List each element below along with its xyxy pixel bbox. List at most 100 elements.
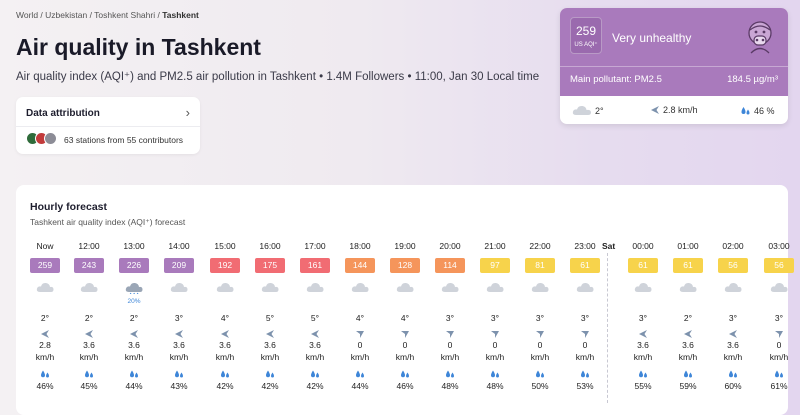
hour-humidity: 45% bbox=[80, 381, 98, 391]
hour-humidity: 42% bbox=[216, 381, 234, 391]
hour-aqi-badge: 209 bbox=[164, 258, 194, 273]
wind-arrow-icon bbox=[651, 106, 659, 114]
hour-aqi-badge: 61 bbox=[570, 258, 600, 273]
humidity-drops-icon bbox=[764, 366, 794, 378]
cloud-icon bbox=[300, 281, 330, 293]
forecast-hour-1: 12:00 243 2° 3.6 km/h 45% bbox=[74, 185, 104, 415]
hour-time: 00:00 bbox=[632, 241, 654, 251]
hour-wind-unit: km/h bbox=[633, 352, 653, 362]
cloud-icon bbox=[628, 281, 658, 293]
wind-arrow-icon bbox=[30, 326, 60, 338]
hour-time: 13:00 bbox=[123, 241, 145, 251]
hour-aqi-badge: 128 bbox=[390, 258, 420, 273]
wind-arrow-icon bbox=[210, 326, 240, 338]
wind-arrow-icon bbox=[345, 326, 375, 338]
hour-wind-speed: 0 bbox=[357, 340, 363, 350]
hour-humidity: 42% bbox=[306, 381, 324, 391]
wind-arrow-icon bbox=[764, 326, 794, 338]
cloud-icon bbox=[525, 281, 555, 293]
hour-time: 21:00 bbox=[484, 241, 506, 251]
hour-temperature: 3° bbox=[638, 313, 648, 323]
hour-wind-speed: 3.6 bbox=[83, 340, 95, 350]
hour-time: Now bbox=[36, 241, 54, 251]
hour-wind-speed: 2.8 bbox=[39, 340, 51, 350]
hour-wind-unit: km/h bbox=[124, 352, 144, 362]
chevron-right-icon[interactable]: › bbox=[185, 105, 190, 120]
aqi-unit: US AQI⁺ bbox=[574, 42, 598, 48]
cloud-icon bbox=[345, 281, 375, 293]
hour-time: 01:00 bbox=[677, 241, 699, 251]
hour-wind-unit: km/h bbox=[530, 352, 550, 362]
hour-humidity: 46% bbox=[396, 381, 414, 391]
hour-temperature: 5° bbox=[310, 313, 320, 323]
hour-humidity: 50% bbox=[531, 381, 549, 391]
humidity-drops-icon bbox=[119, 366, 149, 378]
cloud-icon bbox=[164, 281, 194, 293]
hour-humidity: 44% bbox=[125, 381, 143, 391]
hour-wind-speed: 0 bbox=[492, 340, 498, 350]
humidity-drops-icon bbox=[480, 366, 510, 378]
rain-cloud-icon bbox=[119, 281, 149, 295]
divider bbox=[560, 66, 788, 67]
humidity-drops-icon bbox=[741, 107, 750, 115]
humidity-drops-icon bbox=[570, 366, 600, 378]
breadcrumb-current: Tashkent bbox=[162, 10, 199, 20]
hour-humidity: 44% bbox=[351, 381, 369, 391]
hour-wind-unit: km/h bbox=[723, 352, 743, 362]
cloud-icon bbox=[572, 105, 591, 115]
hour-wind-unit: km/h bbox=[169, 352, 189, 362]
breadcrumb-region[interactable]: Toshkent Shahri bbox=[94, 10, 156, 20]
hour-aqi-badge: 175 bbox=[255, 258, 285, 273]
hour-temperature: 4° bbox=[355, 313, 365, 323]
current-aqi-card: 259 US AQI⁺ Very unhealthy Main pollutan… bbox=[560, 8, 788, 124]
hour-time: 03:00 bbox=[768, 241, 790, 251]
hour-time: 22:00 bbox=[529, 241, 551, 251]
hour-aqi-badge: 161 bbox=[300, 258, 330, 273]
breadcrumb-country[interactable]: Uzbekistan bbox=[45, 10, 88, 20]
forecast-hour-16: 03:00 56 3° 0 km/h 61% bbox=[764, 185, 794, 415]
day-separator bbox=[607, 253, 608, 403]
humidity-drops-icon bbox=[525, 366, 555, 378]
hour-temperature: 2° bbox=[84, 313, 94, 323]
hour-aqi-badge: 243 bbox=[74, 258, 104, 273]
hour-wind-speed: 0 bbox=[582, 340, 588, 350]
wind-arrow-icon bbox=[673, 326, 703, 338]
humidity-drops-icon bbox=[390, 366, 420, 378]
hour-wind-unit: km/h bbox=[575, 352, 595, 362]
hour-humidity: 48% bbox=[441, 381, 459, 391]
data-attribution-card[interactable]: Data attribution › 63 stations from 55 c… bbox=[16, 97, 200, 154]
hour-wind-speed: 0 bbox=[537, 340, 543, 350]
hour-humidity: 60% bbox=[724, 381, 742, 391]
cloud-icon bbox=[435, 281, 465, 293]
hour-time: 02:00 bbox=[722, 241, 744, 251]
hour-wind-speed: 0 bbox=[447, 340, 453, 350]
aqi-value: 259 bbox=[575, 24, 597, 38]
humidity-drops-icon bbox=[210, 366, 240, 378]
weather-temp: 2° bbox=[572, 105, 604, 116]
aqi-header: 259 US AQI⁺ Very unhealthy Main pollutan… bbox=[560, 8, 788, 96]
hour-wind-speed: 3.6 bbox=[682, 340, 694, 350]
cloud-icon bbox=[570, 281, 600, 293]
hour-wind-unit: km/h bbox=[440, 352, 460, 362]
forecast-hour-11: 22:00 81 3° 0 km/h 50% bbox=[525, 185, 555, 415]
wind-speed: 2.8 km/h bbox=[663, 105, 698, 115]
hour-aqi-badge: 259 bbox=[30, 258, 60, 273]
hour-wind-speed: 3.6 bbox=[264, 340, 276, 350]
contributor-logos bbox=[26, 132, 58, 146]
breadcrumb: World / Uzbekistan / Toshkent Shahri / T… bbox=[16, 10, 199, 20]
hour-wind-unit: km/h bbox=[305, 352, 325, 362]
attribution-text: 63 stations from 55 contributors bbox=[64, 135, 184, 145]
weather-wind: 2.8 km/h bbox=[650, 105, 698, 115]
forecast-hour-5: 16:00 175 5° 3.6 km/h 42% bbox=[255, 185, 285, 415]
hour-humidity: 43% bbox=[170, 381, 188, 391]
wind-arrow-icon bbox=[300, 326, 330, 338]
breadcrumb-world[interactable]: World bbox=[16, 10, 39, 20]
precipitation-chance: 20% bbox=[127, 298, 141, 305]
gas-mask-face-icon bbox=[748, 21, 772, 54]
cloud-icon bbox=[718, 281, 748, 293]
hour-time: 16:00 bbox=[259, 241, 281, 251]
hour-wind-unit: km/h bbox=[215, 352, 235, 362]
main-pollutant: Main pollutant: PM2.5 bbox=[570, 74, 662, 85]
attribution-title: Data attribution bbox=[26, 108, 100, 119]
hour-temperature: 2° bbox=[129, 313, 139, 323]
